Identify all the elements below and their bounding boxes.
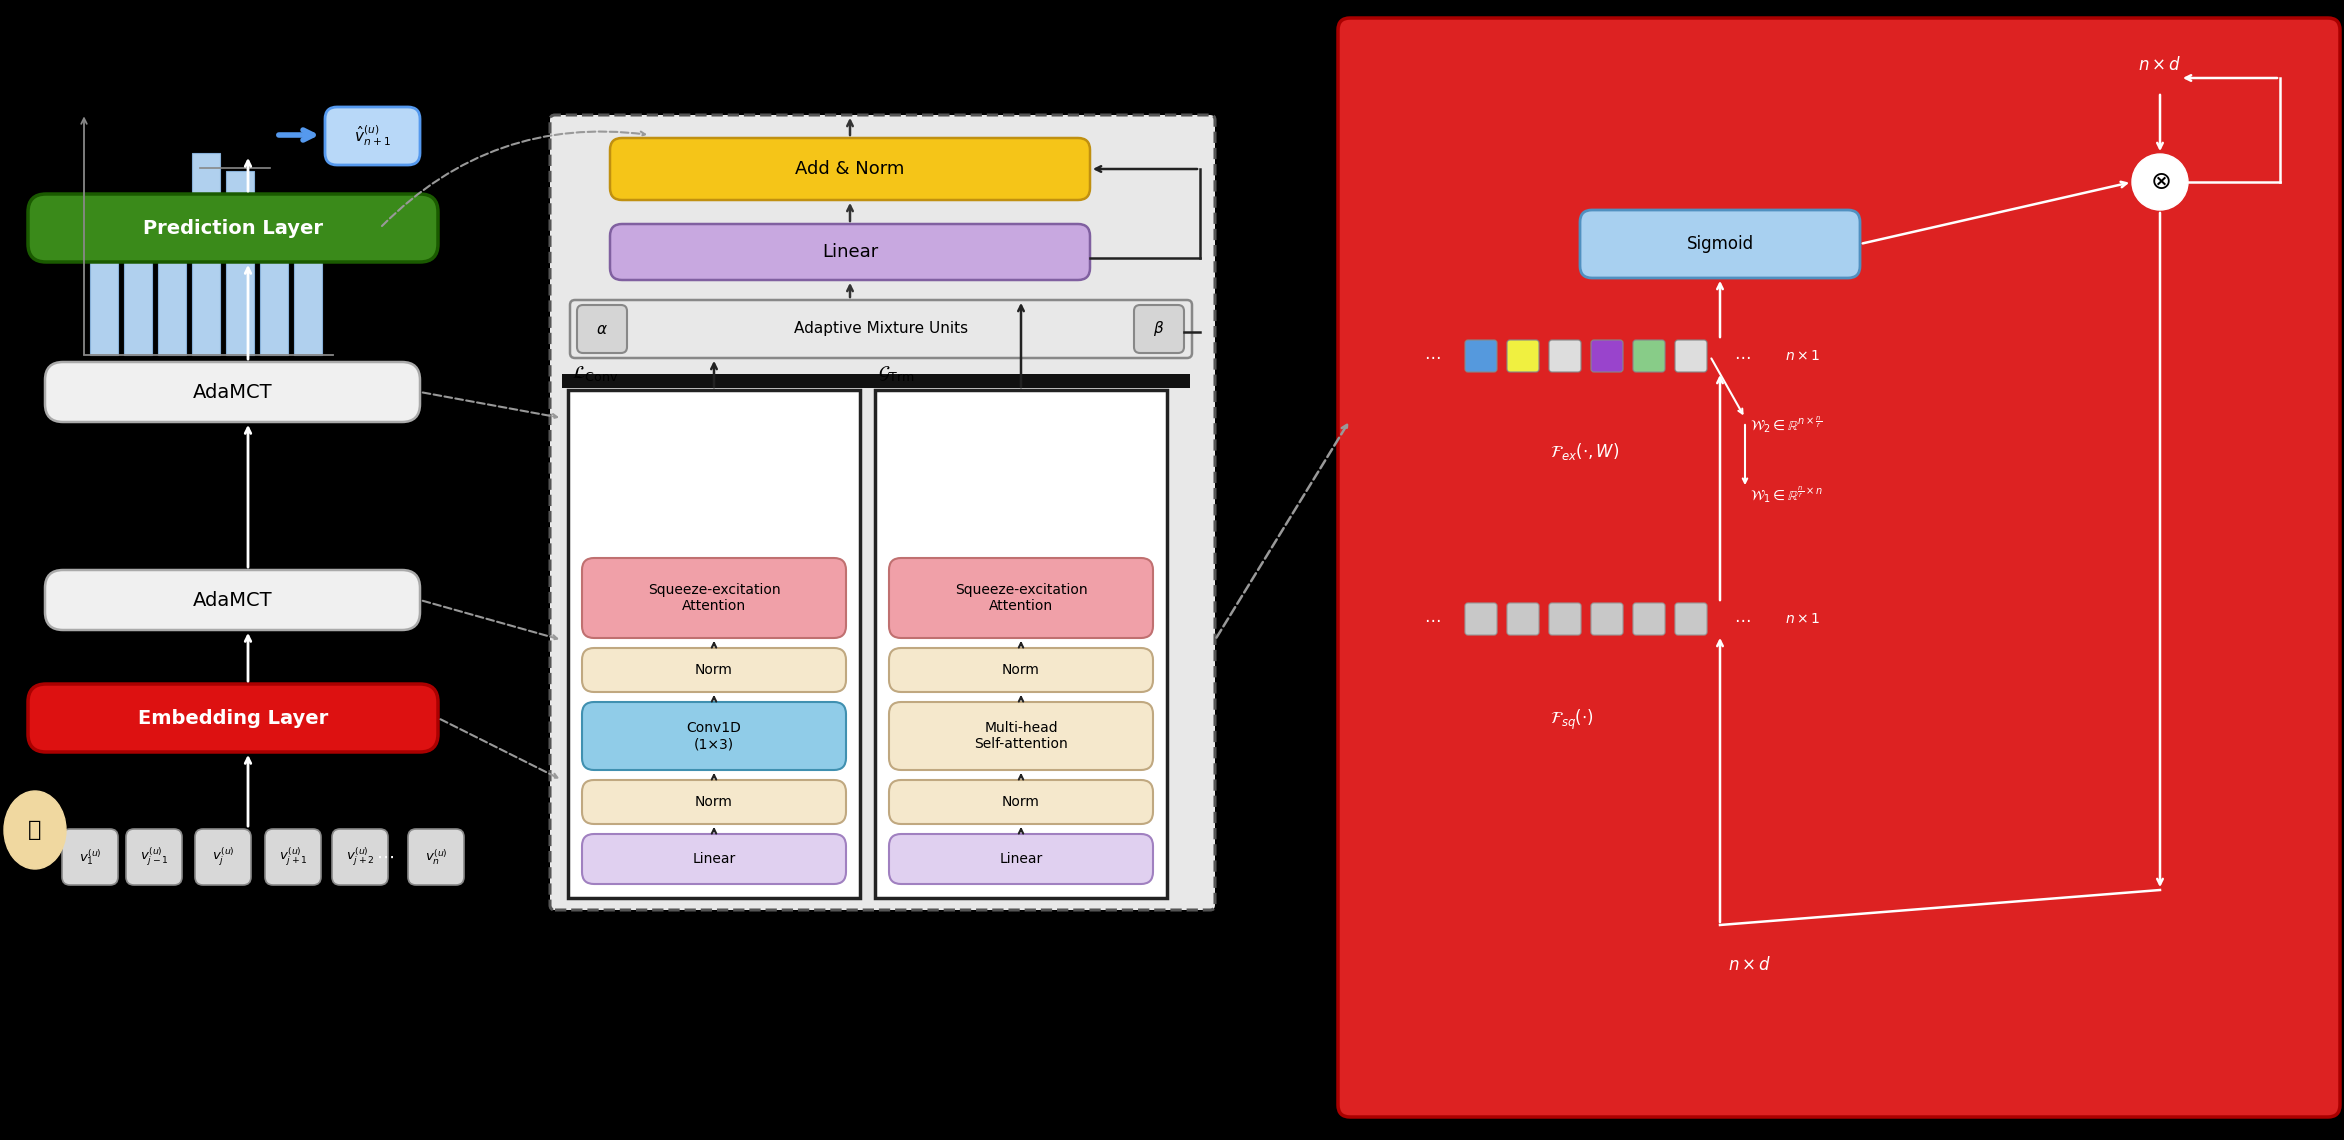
Text: Norm: Norm [696, 663, 734, 677]
Text: $n\times 1$: $n\times 1$ [1786, 349, 1821, 363]
FancyBboxPatch shape [581, 834, 846, 884]
Text: Multi-head
Self-attention: Multi-head Self-attention [975, 720, 1069, 751]
Text: $\cdots$: $\cdots$ [1423, 347, 1439, 365]
FancyBboxPatch shape [1549, 603, 1580, 635]
Text: $\cdots$: $\cdots$ [375, 848, 394, 866]
Bar [225, 171, 253, 355]
Text: $\beta$: $\beta$ [1153, 319, 1165, 339]
Bar [89, 259, 117, 355]
FancyBboxPatch shape [28, 684, 438, 752]
Text: AdaMCT: AdaMCT [192, 383, 272, 401]
FancyBboxPatch shape [609, 138, 1090, 200]
FancyBboxPatch shape [609, 223, 1090, 280]
Text: Linear: Linear [823, 243, 879, 261]
FancyBboxPatch shape [1592, 340, 1622, 372]
FancyBboxPatch shape [326, 107, 420, 165]
Text: $\mathcal{F}_{ex}(\cdot,W)$: $\mathcal{F}_{ex}(\cdot,W)$ [1549, 441, 1620, 463]
Ellipse shape [5, 791, 66, 869]
FancyBboxPatch shape [888, 648, 1153, 692]
Text: $\otimes$: $\otimes$ [2149, 170, 2171, 194]
FancyBboxPatch shape [61, 829, 117, 885]
FancyBboxPatch shape [1465, 340, 1498, 372]
Text: $\hat{v}_{n+1}^{(u)}$: $\hat{v}_{n+1}^{(u)}$ [354, 123, 391, 148]
FancyBboxPatch shape [888, 557, 1153, 638]
FancyBboxPatch shape [45, 363, 420, 422]
Bar [293, 217, 321, 355]
Text: $\cdots$: $\cdots$ [1735, 610, 1751, 628]
FancyBboxPatch shape [195, 829, 251, 885]
Text: Squeeze-excitation
Attention: Squeeze-excitation Attention [954, 583, 1088, 613]
FancyBboxPatch shape [28, 194, 438, 262]
FancyBboxPatch shape [874, 390, 1167, 898]
FancyBboxPatch shape [1634, 340, 1664, 372]
FancyBboxPatch shape [1338, 18, 2339, 1117]
FancyBboxPatch shape [1634, 603, 1664, 635]
FancyBboxPatch shape [563, 374, 1191, 388]
Text: 🛍️: 🛍️ [28, 820, 42, 840]
FancyBboxPatch shape [570, 300, 1193, 358]
Bar [260, 205, 288, 355]
Bar [192, 153, 220, 355]
FancyBboxPatch shape [581, 780, 846, 824]
Text: $v_j^{(u)}$: $v_j^{(u)}$ [211, 846, 234, 869]
Circle shape [2133, 154, 2187, 210]
FancyBboxPatch shape [577, 306, 626, 353]
Text: $\cdots$: $\cdots$ [1423, 610, 1439, 628]
Text: $\mathcal{L}_{\mathrm{Conv}}$: $\mathcal{L}_{\mathrm{Conv}}$ [572, 364, 619, 383]
FancyBboxPatch shape [1676, 340, 1706, 372]
FancyBboxPatch shape [1507, 603, 1540, 635]
Text: $v_{j+1}^{(u)}$: $v_{j+1}^{(u)}$ [279, 846, 307, 869]
Text: Linear: Linear [691, 852, 736, 866]
Text: $v_n^{(u)}$: $v_n^{(u)}$ [424, 847, 448, 866]
FancyBboxPatch shape [127, 829, 183, 885]
Text: $\mathcal{A}_{\mathrm{Mix}}$: $\mathcal{A}_{\mathrm{Mix}}$ [551, 93, 593, 113]
Text: $\mathcal{W}_2\in\mathbb{R}^{n\times\frac{n}{r}}$: $\mathcal{W}_2\in\mathbb{R}^{n\times\fra… [1751, 415, 1821, 435]
FancyBboxPatch shape [1676, 603, 1706, 635]
Text: $\mathcal{F}_{sq}(\cdot)$: $\mathcal{F}_{sq}(\cdot)$ [1549, 708, 1594, 732]
Bar [157, 228, 185, 355]
FancyBboxPatch shape [581, 702, 846, 770]
FancyBboxPatch shape [1465, 603, 1498, 635]
FancyBboxPatch shape [1549, 340, 1580, 372]
FancyBboxPatch shape [888, 702, 1153, 770]
Text: Embedding Layer: Embedding Layer [138, 708, 328, 727]
FancyBboxPatch shape [581, 648, 846, 692]
FancyBboxPatch shape [1507, 340, 1540, 372]
FancyBboxPatch shape [1592, 603, 1622, 635]
Text: $v_1^{(u)}$: $v_1^{(u)}$ [80, 847, 101, 866]
FancyBboxPatch shape [333, 829, 389, 885]
FancyBboxPatch shape [551, 115, 1214, 910]
FancyBboxPatch shape [1134, 306, 1184, 353]
FancyBboxPatch shape [567, 390, 860, 898]
FancyBboxPatch shape [408, 829, 464, 885]
Text: Squeeze-excitation
Attention: Squeeze-excitation Attention [647, 583, 781, 613]
Text: Norm: Norm [1003, 663, 1041, 677]
FancyBboxPatch shape [888, 834, 1153, 884]
Text: Norm: Norm [696, 795, 734, 809]
Text: $v_{j-1}^{(u)}$: $v_{j-1}^{(u)}$ [141, 846, 169, 869]
Text: $\cdots$: $\cdots$ [1735, 347, 1751, 365]
Text: $\alpha$: $\alpha$ [595, 321, 607, 336]
Text: AdaMCT: AdaMCT [192, 591, 272, 610]
Text: $\mathcal{G}_{\mathrm{Trm}}$: $\mathcal{G}_{\mathrm{Trm}}$ [879, 364, 914, 383]
FancyBboxPatch shape [265, 829, 321, 885]
Text: $n\times d$: $n\times d$ [1728, 956, 1772, 974]
Text: Conv1D
(1×3): Conv1D (1×3) [687, 720, 741, 751]
Text: $v_{j+2}^{(u)}$: $v_{j+2}^{(u)}$ [345, 846, 375, 869]
Text: Prediction Layer: Prediction Layer [143, 219, 323, 237]
Text: Linear: Linear [999, 852, 1043, 866]
Text: $n\times 1$: $n\times 1$ [1786, 612, 1821, 626]
FancyBboxPatch shape [581, 557, 846, 638]
Text: $\mathcal{W}_1\in\mathbb{R}^{\frac{n}{r}\times n}$: $\mathcal{W}_1\in\mathbb{R}^{\frac{n}{r}… [1751, 484, 1824, 505]
Bar [124, 198, 152, 355]
FancyBboxPatch shape [1580, 210, 1861, 278]
Text: Add & Norm: Add & Norm [795, 160, 905, 178]
FancyBboxPatch shape [888, 780, 1153, 824]
Text: $n\times d$: $n\times d$ [2138, 56, 2182, 74]
FancyBboxPatch shape [45, 570, 420, 630]
Text: Norm: Norm [1003, 795, 1041, 809]
Text: Sigmoid: Sigmoid [1685, 235, 1753, 253]
Text: Adaptive Mixture Units: Adaptive Mixture Units [795, 321, 968, 336]
